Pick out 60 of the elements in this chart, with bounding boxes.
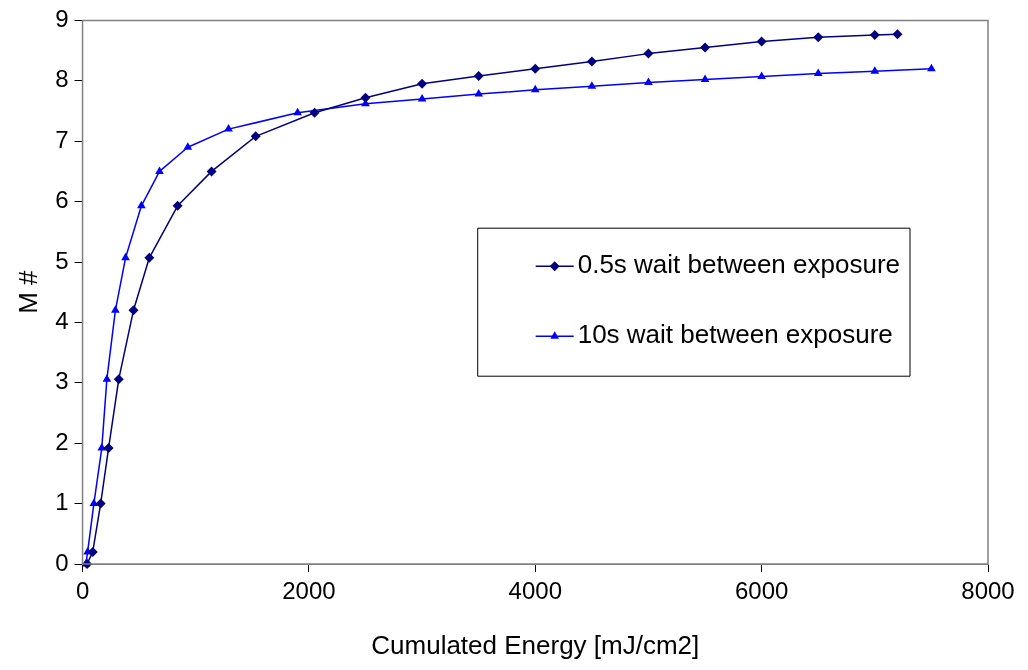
point [474,89,484,97]
x-tick-label: 4000 [508,577,562,605]
point [89,498,99,507]
point [870,66,880,74]
point [473,70,484,81]
legend-label: 10s wait between exposure [577,319,893,350]
point [813,68,823,77]
y-tick-label: 9 [55,5,69,33]
point [111,305,120,313]
point [643,48,654,59]
y-tick-label: 0 [55,548,69,576]
point [360,92,371,103]
point [87,546,98,557]
point [892,29,903,40]
point [700,42,711,53]
y-tick-label: 8 [55,65,69,93]
x-tick-label: 8000 [961,577,1015,605]
x-tick-label: 2000 [282,577,336,605]
point [927,63,936,72]
point [309,107,320,118]
point [102,374,112,382]
point [756,36,767,47]
y-tick-label: 6 [55,186,69,214]
point [144,252,155,263]
x-axis-title: Cumulated Energy [mJ/cm2] [371,629,700,660]
point [530,84,540,93]
point [417,78,428,89]
point [293,107,302,116]
point [128,305,139,316]
point [700,74,710,83]
point [103,443,114,454]
point [586,56,597,67]
point [757,71,766,80]
y-tick-label: 5 [55,246,69,274]
x-tick-label: 0 [75,577,90,605]
point [813,32,824,43]
point [155,166,164,174]
y-tick-label: 3 [55,367,69,395]
legend-label: 0.5s wait between exposure [577,249,900,280]
point [137,200,146,209]
y-axis-title: M # [12,269,43,314]
point [644,77,653,86]
x-tick-label: 6000 [734,577,789,605]
point [587,81,597,89]
point [172,200,183,211]
point [95,498,106,509]
point [530,63,541,74]
point [206,166,217,177]
point [97,443,107,451]
y-tick-label: 7 [55,125,69,153]
y-tick-label: 1 [55,488,69,516]
point [250,131,261,142]
point [121,252,130,261]
y-tick-label: 4 [55,307,69,335]
point [183,142,193,150]
point [224,124,233,132]
y-tick-label: 2 [55,427,69,455]
point [417,93,427,102]
point [869,29,880,40]
point [113,374,124,385]
